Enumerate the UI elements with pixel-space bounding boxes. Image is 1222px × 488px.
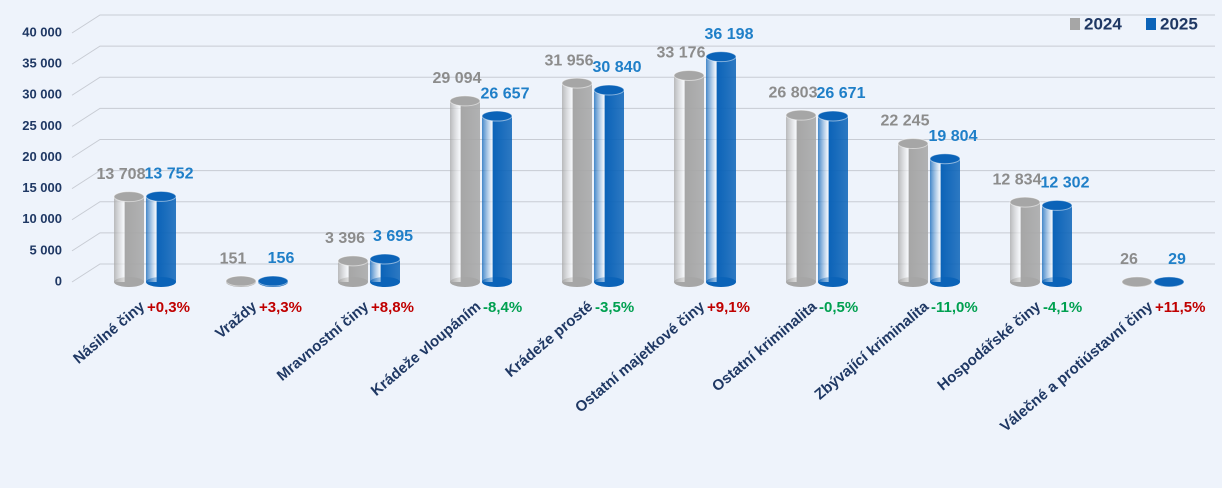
- bar-top: [561, 77, 593, 89]
- value-label: 26 671: [817, 85, 866, 102]
- y-tick-label: 25 000: [22, 118, 62, 133]
- annotation: +0,3%: [147, 299, 190, 316]
- value-label: 26 657: [481, 85, 530, 102]
- value-label: 3 695: [373, 228, 413, 245]
- bar: [1010, 202, 1040, 282]
- value-label: 19 804: [929, 128, 978, 145]
- value-label: 22 245: [881, 113, 930, 130]
- bar: [562, 83, 592, 282]
- y-tick-label: 30 000: [22, 87, 62, 102]
- y-tick-label: 5 000: [29, 242, 62, 257]
- bar-top: [225, 275, 257, 287]
- annotation: -4,1%: [1043, 299, 1082, 316]
- value-label: 26: [1120, 251, 1138, 268]
- bar-top: [673, 69, 705, 81]
- bar-top: [369, 253, 401, 265]
- bar: [338, 260, 368, 282]
- bar-top: [257, 275, 289, 287]
- y-tick-label: 15 000: [22, 180, 62, 195]
- bar-top: [113, 191, 145, 203]
- bar-top: [145, 190, 177, 202]
- value-label: 36 198: [705, 26, 754, 43]
- value-label: 13 708: [97, 166, 146, 183]
- value-label: 29: [1168, 251, 1186, 268]
- bar: [818, 115, 848, 282]
- bar: [114, 196, 144, 282]
- annotation: +3,3%: [259, 299, 302, 316]
- grid-line: [71, 76, 1215, 96]
- annotation: -11,0%: [931, 299, 978, 316]
- value-label: 151: [220, 250, 247, 267]
- bar: [786, 115, 816, 282]
- bar-top: [1153, 276, 1185, 288]
- legend-swatch: [1070, 18, 1080, 30]
- y-tick-label: 35 000: [22, 56, 62, 71]
- grid-line: [71, 107, 1215, 127]
- legend-swatch: [1146, 18, 1156, 30]
- y-tick-label: 20 000: [22, 149, 62, 164]
- value-label: 156: [268, 250, 295, 267]
- bar: [706, 56, 736, 282]
- bar-top: [449, 95, 481, 107]
- bar-top: [337, 255, 369, 267]
- legend-label: 2025: [1160, 14, 1198, 33]
- y-tick-label: 40 000: [22, 24, 62, 39]
- value-label: 12 302: [1041, 175, 1090, 192]
- bar-top: [481, 110, 513, 122]
- bar-top: [1121, 276, 1153, 288]
- bar: [1042, 205, 1072, 282]
- bar: [370, 258, 400, 282]
- value-label: 26 803: [769, 84, 818, 101]
- bar-top: [1009, 196, 1041, 208]
- annotation: +11,5%: [1155, 299, 1205, 316]
- value-label: 33 176: [657, 45, 706, 62]
- bar-top: [1041, 199, 1073, 211]
- value-label: 12 834: [993, 171, 1042, 188]
- annotation: +9,1%: [707, 299, 750, 316]
- annotation: -3,5%: [595, 299, 634, 316]
- bar-top: [785, 109, 817, 121]
- grid-line: [71, 14, 1215, 34]
- bar: [146, 196, 176, 282]
- bar-top: [817, 110, 849, 122]
- bar-top: [705, 51, 737, 63]
- bar: [482, 116, 512, 282]
- value-label: 13 752: [145, 166, 194, 183]
- value-label: 29 094: [433, 70, 482, 87]
- y-tick-label: 0: [55, 273, 62, 288]
- y-tick-label: 10 000: [22, 211, 62, 226]
- legend-label: 2024: [1084, 14, 1122, 33]
- annotation: +8,8%: [371, 299, 414, 316]
- value-label: 3 396: [325, 230, 365, 247]
- annotation: -8,4%: [483, 299, 522, 316]
- bar: [898, 143, 928, 282]
- bar-top: [593, 84, 625, 96]
- value-label: 31 956: [545, 52, 594, 69]
- bar: [930, 158, 960, 282]
- annotation: -0,5%: [819, 299, 858, 316]
- value-label: 30 840: [593, 59, 642, 76]
- bar: [594, 90, 624, 282]
- bar-top: [929, 153, 961, 165]
- bar-top: [897, 138, 929, 150]
- grid-line: [71, 45, 1215, 65]
- bar: [450, 100, 480, 282]
- bar: [674, 75, 704, 282]
